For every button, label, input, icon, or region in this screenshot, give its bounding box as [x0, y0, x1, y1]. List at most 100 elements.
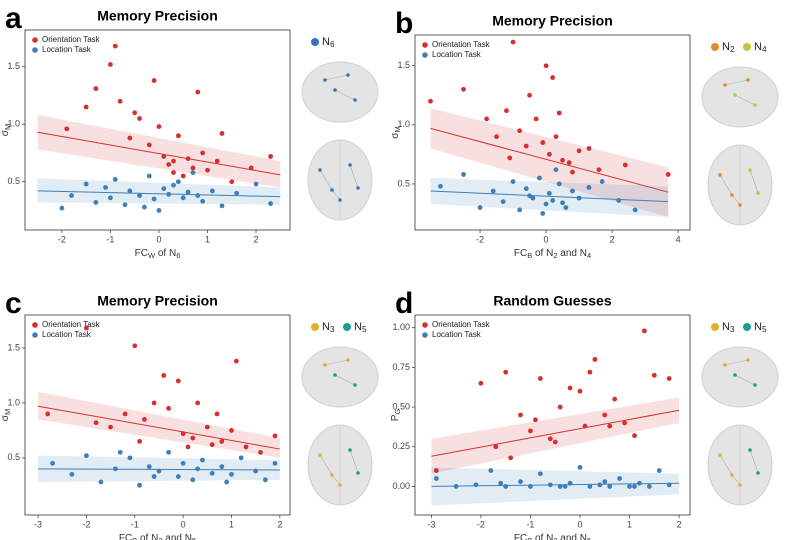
confidence-band [38, 391, 280, 458]
y-tick-label: 0.5 [7, 452, 20, 462]
data-point [592, 357, 598, 362]
legend-marker [422, 52, 428, 58]
data-point [632, 207, 638, 213]
brain-node [753, 383, 757, 387]
data-point [637, 480, 642, 486]
brain-node [733, 373, 737, 377]
data-point [137, 482, 143, 488]
data-point [656, 468, 662, 473]
chart-title: Memory Precision [97, 293, 218, 309]
brain-node [730, 473, 734, 477]
data-point [599, 179, 605, 184]
y-axis-label: σM [0, 124, 12, 136]
data-point [461, 172, 466, 177]
data-point [507, 155, 513, 161]
data-point [523, 186, 529, 192]
brain-node [346, 358, 350, 362]
x-tick-label: 2 [677, 519, 682, 529]
panel-letter: b [395, 7, 413, 40]
brain-node [318, 453, 322, 457]
y-tick-label: 0.75 [392, 362, 410, 372]
data-point [632, 484, 637, 489]
data-point [587, 369, 593, 375]
y-tick-label: 1.5 [397, 60, 410, 70]
label-subscript: 6 [330, 40, 335, 49]
brain-edge [719, 174, 733, 196]
data-point [45, 411, 51, 417]
legend-marker [32, 322, 38, 328]
brain-edge [719, 454, 733, 476]
legend-marker [422, 42, 428, 48]
label-subscript: G [393, 409, 402, 415]
data-point [127, 455, 133, 461]
data-point [137, 116, 142, 121]
data-point [253, 468, 259, 474]
data-point [556, 181, 562, 187]
data-point [553, 134, 559, 140]
network-marker [311, 38, 319, 46]
brain-edge [324, 359, 349, 366]
y-tick-label: 0.00 [392, 481, 410, 491]
data-point [175, 378, 181, 384]
data-point [200, 150, 206, 156]
data-point [503, 369, 509, 375]
x-tick-label: -1 [106, 234, 114, 244]
label-subscript: 6 [176, 251, 180, 260]
y-axis-label: σM [390, 126, 402, 138]
brain-node [338, 198, 342, 202]
x-axis-label: FCB of N2 and N4 [514, 248, 591, 260]
brain-node [753, 103, 757, 107]
data-point [587, 484, 593, 489]
data-point [59, 205, 65, 211]
network-label: N2 [722, 41, 735, 54]
legend-marker [32, 47, 38, 53]
data-point [243, 444, 249, 450]
label-subscript: M [3, 409, 12, 415]
label-part: and N [558, 248, 587, 259]
data-point [607, 484, 613, 489]
data-point [582, 423, 588, 429]
data-point [557, 484, 563, 489]
network-marker [743, 43, 751, 51]
data-point [132, 110, 138, 116]
data-point [478, 380, 484, 386]
y-tick-label: 1.0 [7, 397, 20, 407]
x-tick-label: 0 [181, 519, 186, 529]
confidence-band [37, 178, 281, 205]
x-tick-label: -1 [131, 519, 139, 529]
data-point [586, 146, 592, 151]
data-point [214, 411, 220, 417]
panel-letter: d [395, 287, 413, 320]
brain-node [323, 78, 327, 82]
network-marker [343, 323, 351, 331]
data-point [84, 453, 89, 459]
data-point [64, 126, 70, 132]
data-point [224, 479, 230, 485]
data-point [622, 420, 627, 426]
data-point [493, 444, 499, 450]
y-tick-label: 1.5 [7, 342, 20, 352]
brain-node [746, 78, 750, 82]
label-subscript: M [3, 124, 12, 130]
data-point [498, 480, 504, 486]
data-point [646, 484, 652, 489]
data-point [219, 131, 225, 136]
x-tick-label: -2 [476, 234, 484, 244]
label-part: FC [119, 533, 132, 540]
data-point [93, 200, 99, 205]
data-point [550, 75, 556, 80]
network-marker [711, 43, 719, 51]
data-point [490, 188, 496, 194]
label-part: σ [390, 132, 401, 139]
data-point [137, 193, 142, 198]
data-point [156, 468, 162, 474]
label-subscript: B [132, 536, 137, 540]
data-point [180, 460, 186, 466]
data-point [268, 201, 273, 206]
x-axis-label: FCB of N3 and N5 [119, 533, 196, 540]
data-point [550, 198, 556, 203]
x-tick-label: -3 [34, 519, 42, 529]
label-subscript: M [393, 126, 402, 132]
data-point [473, 482, 479, 488]
network-label: N6 [322, 36, 335, 49]
